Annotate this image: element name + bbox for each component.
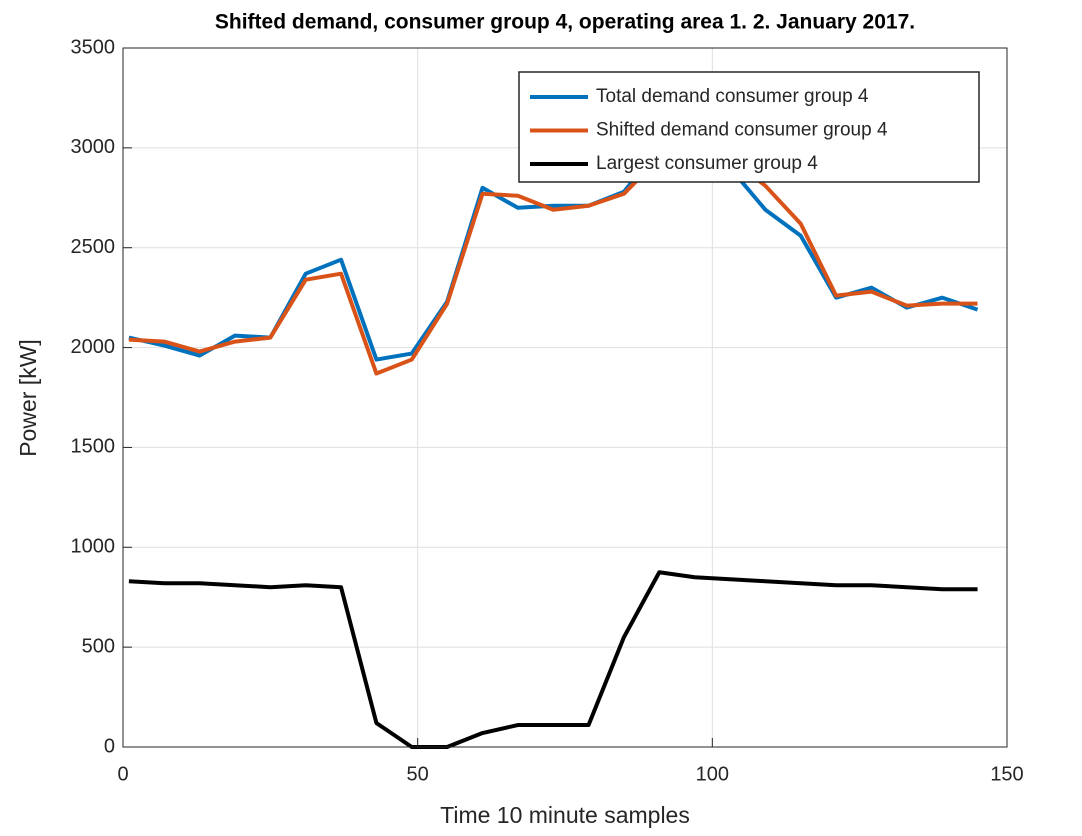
y-axis-label: Power [kW] <box>15 339 41 457</box>
x-tick-label: 0 <box>117 763 128 785</box>
legend-box <box>518 71 980 183</box>
y-tick-label: 0 <box>104 735 115 757</box>
axes-box <box>122 47 1008 748</box>
legend: Total demand consumer group 4 Shifted dem… <box>518 71 980 183</box>
legend-label: Largest consumer group 4 <box>596 153 818 174</box>
y-tick-label: 1500 <box>71 436 116 458</box>
y-tick-label: 1000 <box>71 536 116 558</box>
y-tick-label: 2000 <box>71 336 116 358</box>
chart-title: Shifted demand, consumer group 4, operat… <box>215 11 915 34</box>
y-tick-label: 500 <box>82 635 115 657</box>
x-tick-label: 100 <box>696 763 729 785</box>
y-tick-label: 2500 <box>71 236 116 258</box>
legend-label: Total demand consumer group 4 <box>596 86 869 107</box>
x-tick-label: 150 <box>990 763 1023 785</box>
x-tick-label: 50 <box>407 763 429 785</box>
series-line <box>128 570 978 749</box>
legend-label: Shifted demand consumer group 4 <box>596 120 888 141</box>
y-tick-label: 3000 <box>71 136 116 158</box>
y-tick-label: 3500 <box>71 36 116 58</box>
series-line <box>128 135 978 376</box>
x-axis-label: Time 10 minute samples <box>440 802 690 828</box>
